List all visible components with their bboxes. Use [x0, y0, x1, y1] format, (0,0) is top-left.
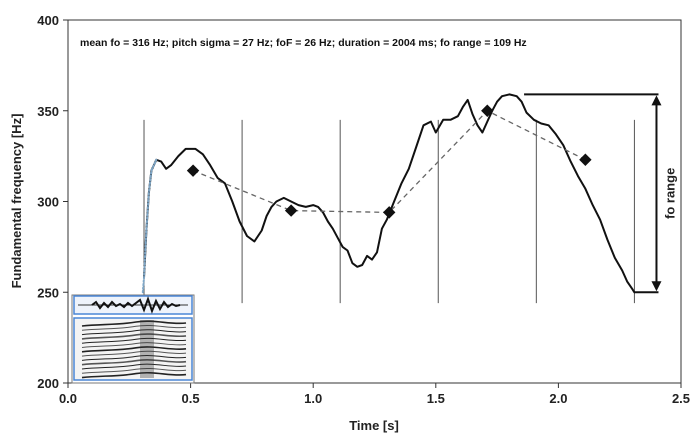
- f0-contour-line: [143, 93, 636, 294]
- spectrogram-inset: [71, 294, 195, 384]
- x-tick-label: 0.0: [59, 391, 77, 406]
- x-tick-label: 0.5: [182, 391, 200, 406]
- segment-mean-marker: [383, 206, 396, 219]
- y-tick-label: 200: [37, 376, 59, 391]
- fo-range-bracket: [524, 93, 662, 294]
- spectrogram-band: [81, 333, 187, 340]
- segment-mean-marker: [481, 104, 494, 117]
- spectrogram-band: [81, 355, 187, 361]
- spectrogram-band: [81, 320, 187, 327]
- segment-mean-marker: [579, 153, 592, 166]
- series-group: [141, 93, 636, 294]
- inset-spectrogram-bands: [81, 320, 187, 379]
- x-tick-label: 2.0: [549, 391, 567, 406]
- y-axis-ticks: 200 250 300 350 400: [37, 13, 68, 391]
- spectrogram-band: [81, 350, 187, 357]
- spectrogram-band: [81, 371, 187, 379]
- marker-group: [186, 104, 592, 219]
- y-tick-label: 350: [37, 104, 59, 119]
- stats-annotation: mean fo = 316 Hz; pitch sigma = 27 Hz; f…: [80, 37, 527, 49]
- spectrogram-band: [81, 342, 187, 348]
- spectrogram-band: [81, 346, 187, 353]
- spectrogram-band: [81, 337, 187, 344]
- spectrogram-dark-region: [140, 320, 154, 378]
- y-tick-label: 400: [37, 13, 59, 28]
- segment-mean-marker: [186, 164, 200, 177]
- x-axis-ticks: 0.0 0.5 1.0 1.5 2.0 2.5: [59, 383, 690, 406]
- range-arrow-up: [651, 95, 662, 106]
- x-axis-label: Time [s]: [349, 418, 399, 433]
- spectrogram-band: [81, 324, 187, 331]
- spectrogram-band: [81, 359, 187, 366]
- y-tick-label: 300: [37, 195, 59, 210]
- x-tick-label: 2.5: [672, 391, 690, 406]
- f0-contour-interpolated: [141, 158, 158, 294]
- y-axis-label: Fundamental frequency [Hz]: [9, 114, 24, 289]
- x-tick-label: 1.0: [304, 391, 322, 406]
- fo-range-label: fo range: [662, 168, 677, 219]
- segment-mean-marker: [284, 204, 298, 217]
- spectrogram-band: [81, 329, 187, 336]
- segment-mean-dashed-line: [192, 110, 586, 214]
- spectrogram-band: [81, 367, 187, 374]
- spectrogram-band: [81, 363, 187, 370]
- x-tick-label: 1.5: [427, 391, 445, 406]
- y-tick-label: 250: [37, 285, 59, 300]
- inset-waveform: [91, 295, 181, 314]
- range-arrow-down: [651, 281, 662, 292]
